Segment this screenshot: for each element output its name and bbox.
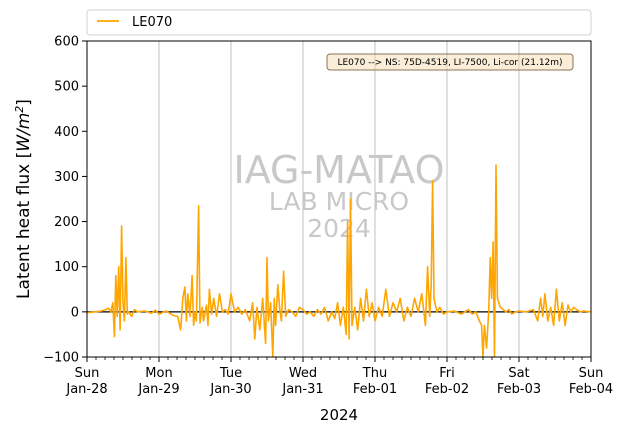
watermark: IAG-MATAO LAB MICRO 2024	[233, 148, 444, 243]
y-axis-title-main: Latent heat flux [	[14, 152, 34, 299]
legend-label-le070: LE070	[132, 15, 172, 30]
y-axis-title: Latent heat flux [W/m2]	[13, 99, 35, 299]
x-tick-label-date: Jan-28	[65, 382, 107, 397]
y-tick-label: −100	[43, 351, 79, 366]
x-tick-label-day: Sat	[508, 366, 529, 381]
y-tick-label: 500	[54, 80, 79, 95]
x-tick-label-day: Mon	[145, 366, 172, 381]
y-axis-title-unit: W/m	[14, 113, 34, 152]
x-tick-label-date: Jan-30	[209, 382, 251, 397]
x-axis: SunJan-28MonJan-29TueJan-30WedJan-31ThuF…	[65, 357, 613, 397]
y-tick-label: 600	[54, 35, 79, 50]
legend: LE070	[86, 9, 592, 36]
x-tick-label-date: Feb-01	[353, 382, 397, 397]
watermark-line-2: LAB MICRO	[269, 187, 409, 216]
watermark-line-3: 2024	[307, 214, 371, 243]
y-axis-title-exponent: 2	[13, 106, 26, 113]
instrument-annotation: LE070 --> NS: 75D-4519, LI-7500, Li-cor …	[326, 53, 574, 71]
annotation-text: LE070 --> NS: 75D-4519, LI-7500, Li-cor …	[337, 58, 562, 68]
y-tick-label: 400	[54, 125, 79, 140]
x-tick-label-date: Jan-29	[137, 382, 179, 397]
x-tick-label-day: Sun	[75, 366, 100, 381]
x-tick-label-date: Feb-02	[425, 382, 469, 397]
y-axis-title-close: ]	[14, 99, 34, 106]
legend-box	[86, 9, 592, 36]
series-layer	[87, 164, 591, 357]
series-line-le070	[87, 164, 591, 357]
plot-area	[87, 41, 591, 357]
watermark-line-1: IAG-MATAO	[233, 148, 444, 192]
y-tick-label: 100	[54, 260, 79, 275]
y-tick-label: 200	[54, 215, 79, 230]
y-tick-label: 0	[71, 305, 79, 320]
x-tick-label-day: Tue	[219, 366, 242, 381]
x-axis-title: 2024	[320, 406, 358, 424]
x-tick-label-date: Feb-03	[497, 382, 541, 397]
annotation-box	[326, 53, 574, 71]
x-grid	[158, 41, 520, 357]
y-axis: −100 0 100 200 300 400 500 600	[43, 35, 87, 366]
x-tick-label-day: Wed	[289, 366, 317, 381]
x-tick-label-day: Fri	[439, 366, 455, 381]
y-tick-label: 300	[54, 170, 79, 185]
x-tick-label-date: Jan-31	[281, 382, 323, 397]
x-tick-label-day: Thu	[362, 366, 387, 381]
x-tick-label-day: Sun	[579, 366, 604, 381]
x-tick-label-date: Feb-04	[569, 382, 613, 397]
